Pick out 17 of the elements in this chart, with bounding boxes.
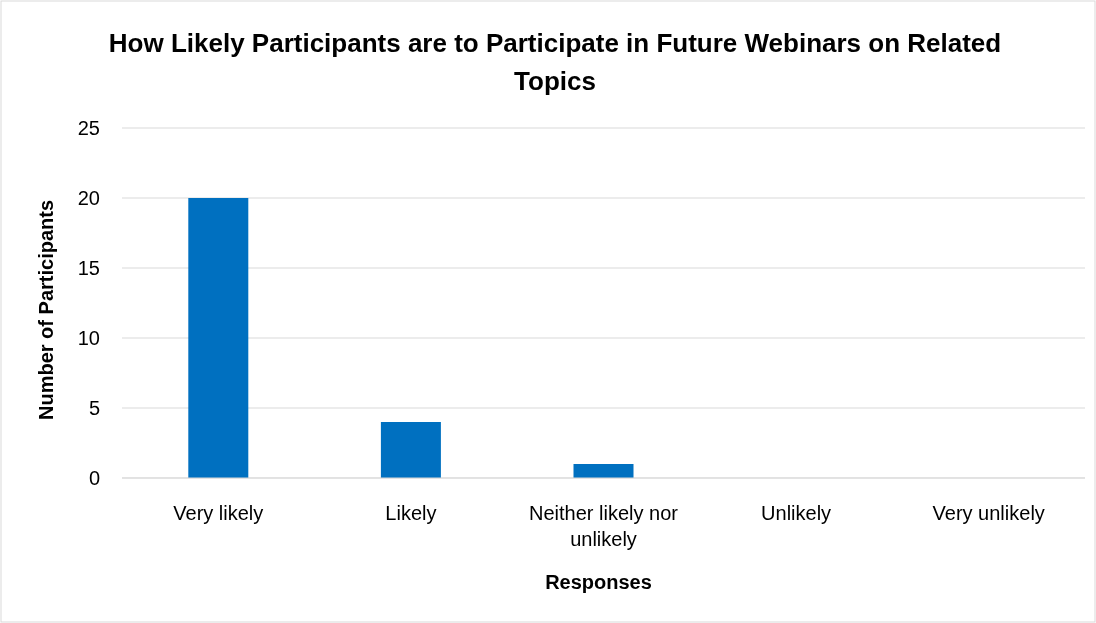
x-tick-label: Likely <box>385 502 437 524</box>
y-tick-label: 15 <box>77 257 100 279</box>
x-tick-label: Very unlikely <box>932 502 1045 524</box>
x-tick-label: Unlikely <box>761 502 832 524</box>
x-tick-label: Neither likely nor unlikely <box>529 502 679 550</box>
bar <box>188 198 249 478</box>
chart-title: How Likely Participants are to Participate in Future Webinars on Related Topics <box>108 28 1002 96</box>
x-axis-title: Responses <box>545 571 652 593</box>
y-tick-label: 10 <box>77 327 100 349</box>
y-tick-label: 0 <box>88 467 100 489</box>
x-tick-label: Very likely <box>173 502 264 524</box>
y-tick-label: 20 <box>77 187 100 209</box>
bar <box>573 464 634 478</box>
bar <box>380 422 441 478</box>
y-tick-label: 25 <box>77 117 100 139</box>
y-axis-title: Number of Participants <box>35 199 57 421</box>
y-tick-label: 5 <box>88 397 100 419</box>
